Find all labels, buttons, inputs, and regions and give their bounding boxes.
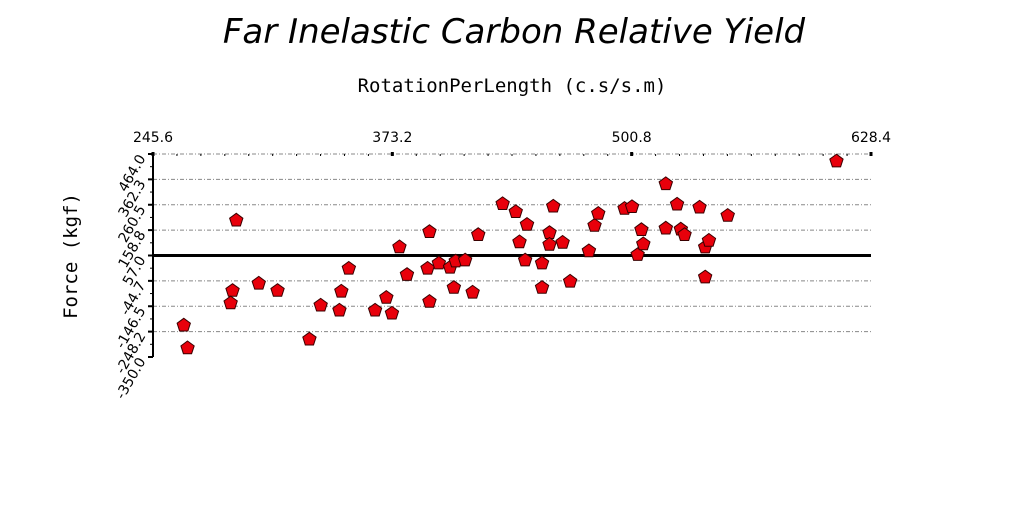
data-point — [829, 153, 844, 168]
data-point — [562, 273, 578, 288]
data-point — [223, 295, 238, 310]
data-point — [341, 260, 357, 275]
data-point — [658, 176, 674, 191]
data-point — [534, 280, 550, 294]
data-point — [555, 234, 570, 249]
y-tick-labels: -350.0-248.2-146.5-44.757.0158.8260.5362… — [113, 152, 149, 402]
data-point — [658, 220, 674, 235]
data-point — [384, 305, 400, 320]
x-tick-label: 628.4 — [851, 130, 891, 146]
data-point — [420, 260, 435, 275]
data-point — [587, 217, 602, 232]
data-point — [270, 283, 285, 297]
x-tick-label: 373.2 — [372, 130, 412, 146]
data-point — [512, 234, 527, 249]
x-tick-labels: 245.6 373.2 500.8 628.4 — [133, 130, 891, 146]
data-point — [457, 252, 473, 267]
data-point — [367, 302, 383, 317]
data-point — [542, 236, 557, 251]
data-point — [534, 255, 550, 270]
data-point — [495, 196, 510, 210]
data-point — [431, 255, 447, 270]
data-point — [446, 280, 462, 294]
data-point — [581, 243, 597, 258]
data-point — [392, 239, 407, 254]
x-axis-label: RotationPerLength (c.s/s.m) — [358, 75, 667, 97]
data-points — [176, 153, 844, 355]
data-point — [225, 283, 240, 297]
data-point — [517, 252, 533, 267]
data-point — [313, 297, 328, 312]
data-point — [720, 207, 735, 222]
data-point — [471, 227, 486, 241]
data-point — [379, 289, 394, 304]
data-point — [302, 331, 317, 346]
data-point — [669, 196, 685, 211]
data-point — [591, 205, 606, 220]
data-point — [422, 293, 437, 308]
data-point — [701, 232, 717, 247]
data-point — [692, 199, 707, 214]
data-point — [176, 317, 191, 332]
data-point — [519, 216, 535, 231]
axes — [148, 152, 873, 358]
data-point — [508, 204, 523, 218]
data-point — [399, 267, 415, 281]
data-point — [546, 198, 561, 213]
y-axis-label: Force (kgf) — [60, 193, 82, 319]
x-tick-label: 245.6 — [133, 130, 173, 146]
data-point — [636, 236, 651, 251]
data-point — [422, 224, 437, 238]
data-point — [630, 247, 645, 261]
data-point — [624, 199, 640, 213]
data-point — [677, 227, 692, 241]
data-point — [634, 222, 649, 236]
data-point — [229, 212, 244, 227]
data-point — [465, 284, 480, 299]
data-point — [251, 275, 266, 290]
data-point — [542, 225, 557, 239]
grid-lines — [153, 153, 871, 333]
data-point — [697, 269, 713, 284]
chart-title: Far Inelastic Carbon Relative Yield — [223, 12, 806, 52]
data-point — [334, 283, 349, 298]
x-tick-label: 500.8 — [612, 130, 652, 146]
data-point — [332, 302, 347, 317]
data-point — [180, 340, 195, 355]
